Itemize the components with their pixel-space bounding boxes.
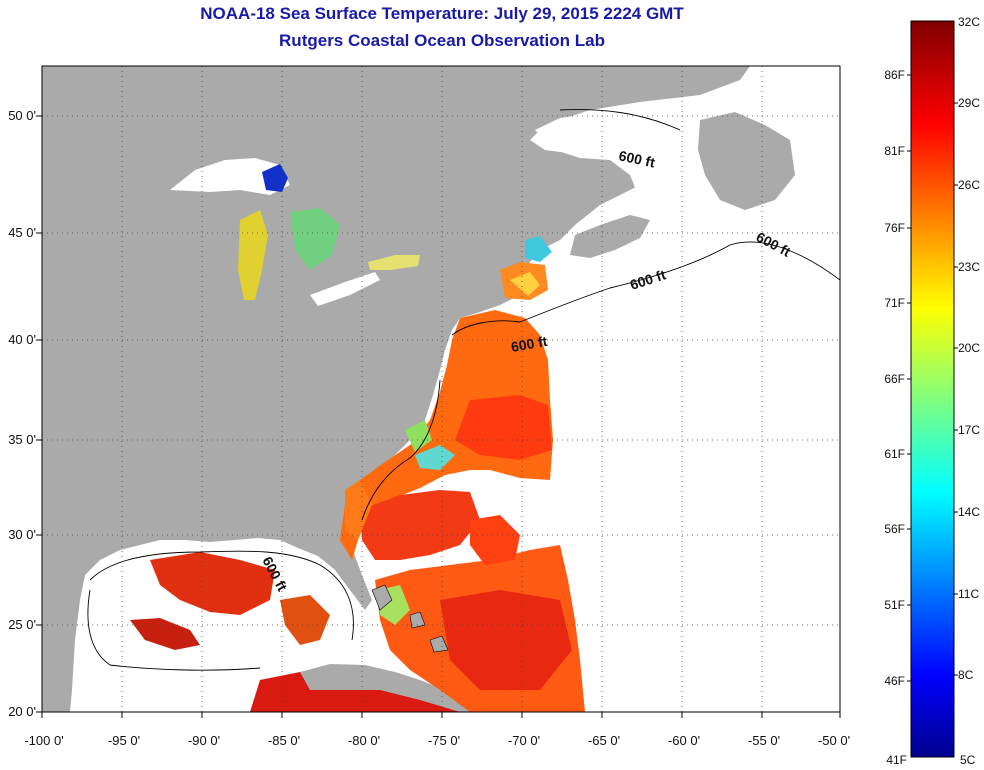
x-tick-label: -50 0' (818, 733, 850, 748)
lake-erie (310, 272, 380, 306)
colorbar-c-label: 26C (958, 178, 980, 192)
contour-label-gulf-st-lawrence: 600 ft (617, 147, 656, 170)
lake-superior (170, 158, 290, 195)
y-tick-label: 50 0' (8, 108, 36, 123)
lake-michigan (238, 210, 268, 300)
y-tick-label: 45 0' (8, 225, 36, 240)
colorbar-c-label: 29C (958, 96, 980, 110)
x-axis (41, 712, 841, 718)
lake-huron (290, 208, 340, 270)
x-tick-label: -60 0' (668, 733, 700, 748)
y-tick-label: 20 0' (8, 704, 36, 719)
x-tick-label: -95 0' (108, 733, 140, 748)
y-tick-label: 40 0' (8, 332, 36, 347)
colorbar-c-label: 32C (958, 15, 980, 29)
map-title: NOAA-18 Sea Surface Temperature: July 29… (200, 4, 684, 23)
x-tick-label: -90 0' (188, 733, 220, 748)
lake-ontario (368, 255, 420, 270)
contour-label-mid-atlantic: 600 ft (510, 333, 549, 355)
x-tick-label: -75 0' (428, 733, 460, 748)
x-tick-label: -85 0' (268, 733, 300, 748)
colorbar-c-label: 5C (960, 753, 976, 767)
colorbar-f-label: 76F (884, 221, 905, 235)
colorbar-f-label: 51F (884, 598, 905, 612)
colorbar-c-label: 11C (958, 587, 979, 601)
map-subtitle: Rutgers Coastal Ocean Observation Lab (279, 31, 605, 50)
y-tick-label: 30 0' (8, 527, 36, 542)
depth-contours (87, 109, 840, 671)
colorbar-c-label: 17C (958, 423, 980, 437)
colorbar-f-label: 81F (884, 144, 905, 158)
grid-lines (42, 66, 840, 712)
newfoundland-land (698, 112, 795, 210)
lake-superior-cold (262, 164, 288, 192)
colorbar-f-label: 46F (884, 674, 905, 688)
x-tick-label: -70 0' (508, 733, 540, 748)
colorbar-c-label: 20C (958, 341, 980, 355)
x-tick-label: -100 0' (24, 733, 63, 748)
colorbar-ticks (907, 74, 958, 682)
st-lawrence-gulf (535, 112, 700, 205)
colorbar-f-label: 71F (884, 296, 905, 310)
colorbar-f-label: 41F (886, 753, 907, 767)
nova-scotia-land (570, 215, 650, 258)
x-tick-label: -55 0' (748, 733, 780, 748)
colorbar (910, 20, 955, 758)
colorbar-f-label: 86F (884, 68, 905, 82)
sst-data-layer (130, 236, 585, 712)
bahamas-islands (371, 584, 449, 653)
y-tick-label: 35 0' (8, 432, 36, 447)
y-axis (36, 115, 42, 713)
x-tick-label: -80 0' (348, 733, 380, 748)
land-mass (42, 66, 750, 712)
colorbar-f-label: 56F (884, 522, 905, 536)
colorbar-f-label: 61F (884, 447, 905, 461)
plot-frame (41, 65, 841, 713)
y-tick-label: 25 0' (8, 617, 36, 632)
colorbar-c-label: 14C (958, 505, 980, 519)
colorbar-f-label: 66F (884, 372, 905, 386)
x-tick-label: -65 0' (588, 733, 620, 748)
colorbar-c-label: 23C (958, 260, 980, 274)
colorbar-c-label: 8C (958, 668, 974, 682)
